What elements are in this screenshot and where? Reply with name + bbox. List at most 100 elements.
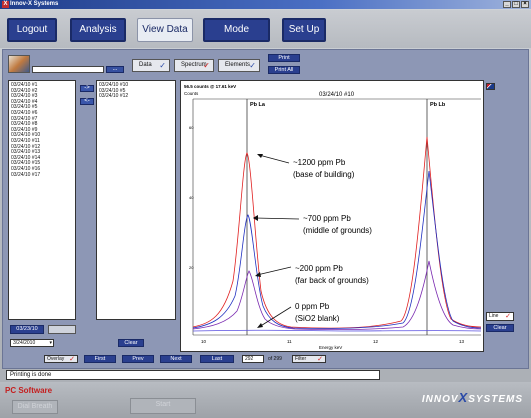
print-all-button[interactable]: Print All	[268, 66, 300, 74]
y-tick-20: 20	[189, 265, 194, 270]
arrowhead-icon	[257, 154, 263, 158]
overlay-label: Overlay	[47, 356, 65, 362]
list-item[interactable]: 03/24/10 #8	[11, 121, 38, 128]
next-button[interactable]: Next	[160, 355, 192, 363]
last-button[interactable]: Last	[200, 355, 234, 363]
date-spacer	[48, 325, 76, 334]
flag-icon[interactable]	[486, 83, 495, 90]
data-toggle-label: Data	[139, 62, 152, 68]
all-records-list[interactable]: 03/24/10 #1 03/24/10 #2 03/24/10 #3 03/24/1…	[8, 80, 76, 320]
list-item[interactable]: 03/24/10 #12	[99, 93, 129, 100]
list-item[interactable]: 03/24/10 #9	[11, 126, 38, 133]
view-data-button[interactable]: View Data	[137, 18, 193, 42]
window-title: Innov-X Systems	[10, 1, 59, 7]
arrowhead-icon	[255, 272, 261, 277]
filter-label: Filter	[295, 356, 307, 362]
brand-pre: INNOV	[421, 394, 459, 405]
x-tick-12: 12	[373, 339, 379, 344]
minimize-icon[interactable]: _	[503, 1, 511, 8]
remove-arrow-button[interactable]: <-	[80, 98, 94, 105]
list-item[interactable]: 03/24/10 #11	[11, 137, 40, 144]
list-item[interactable]: 03/24/10 #1	[11, 82, 38, 88]
annotation-line1: ~200 ppm Pb	[295, 264, 343, 273]
y-tick-40: 40	[189, 195, 194, 200]
annotation-arrow	[254, 217, 300, 220]
record-number-input[interactable]: 292	[242, 355, 264, 363]
list-item[interactable]: 03/24/10 #10	[11, 132, 41, 139]
overlay-toggle[interactable]: Overlay ✓	[44, 355, 78, 363]
spectrum-blank	[192, 329, 482, 332]
date-field[interactable]: 03/23/10	[10, 325, 44, 334]
annotation-line1: ~700 ppm Pb	[303, 214, 351, 223]
setup-button[interactable]: Set Up	[282, 18, 326, 42]
elements-toggle[interactable]: Elements ✓	[218, 59, 260, 72]
mode-button[interactable]: Mode	[203, 18, 270, 42]
brand-post: SYSTEMS	[468, 394, 523, 405]
list-item[interactable]: 03/24/10 #5	[99, 87, 126, 94]
title-bar: X Innov-X Systems _ □ ×	[0, 0, 531, 9]
line-select[interactable]: Line ✓	[486, 312, 514, 321]
prev-button[interactable]: Prev	[122, 355, 154, 363]
add-arrow-button[interactable]: ->	[80, 85, 94, 92]
list-item[interactable]: 03/24/10 #15	[11, 160, 41, 167]
check-icon: ✓	[69, 356, 75, 363]
spectrum-purple	[192, 260, 482, 330]
first-button[interactable]: First	[84, 355, 116, 363]
check-icon: ✓	[317, 356, 323, 363]
plot-title: 03/24/10 #10	[319, 92, 355, 98]
annotation-line1: ~1200 ppm Pb	[293, 158, 346, 167]
chevron-down-icon: ▾	[49, 340, 52, 346]
annotation-line2: (SiO2 blank)	[295, 314, 340, 323]
footer	[0, 382, 531, 418]
selected-records-list[interactable]: 03/24/10 #10 03/24/10 #5 03/24/10 #12	[96, 80, 176, 320]
x-tick-10: 10	[201, 339, 207, 344]
print-button[interactable]: Print	[268, 54, 300, 62]
list-item[interactable]: 03/24/10 #6	[11, 109, 38, 116]
plot-header: 56.5 counts @ 17.61 keV	[184, 84, 236, 89]
data-toggle[interactable]: Data ✓	[132, 59, 170, 72]
annotation-0: 0 ppm Pb (SiO2 blank)	[257, 302, 340, 328]
annotation-arrow	[258, 154, 290, 164]
arrowhead-icon	[257, 323, 263, 328]
arrowhead-icon	[253, 215, 258, 221]
close-icon[interactable]: ×	[521, 1, 529, 8]
annotation-line2: (far back of grounds)	[295, 276, 369, 285]
list-item[interactable]: 03/24/10 #5	[11, 104, 38, 111]
spectrum-blue	[192, 170, 482, 329]
list-item[interactable]: 03/24/10 #17	[11, 171, 41, 178]
clear-plot-button[interactable]: Clear	[486, 324, 514, 332]
list-item[interactable]: 03/24/10 #3	[11, 93, 38, 100]
check-icon: ✓	[505, 313, 511, 320]
maximize-icon[interactable]: □	[512, 1, 520, 8]
x-axis-label: Energy keV	[319, 345, 342, 350]
date-select[interactable]: 3/24/2010 ▾	[10, 339, 54, 347]
spectrum-plot[interactable]: 56.5 counts @ 17.61 keV Counts 03/24/10 …	[180, 80, 484, 352]
status-field: Printing is done	[6, 370, 380, 380]
elements-toggle-label: Elements	[225, 62, 251, 68]
annotation-arrow	[258, 306, 292, 328]
check-icon: ✓	[203, 61, 210, 70]
list-item[interactable]: 03/24/10 #7	[11, 115, 38, 122]
y-tick-60: 60	[189, 125, 194, 130]
filter-toggle[interactable]: Filter ✓	[292, 355, 326, 363]
annotation-line2: (middle of grounds)	[303, 226, 372, 235]
list-item[interactable]: 03/24/10 #16	[11, 165, 41, 172]
check-icon: ✓	[249, 61, 256, 70]
x-tick-13: 13	[459, 339, 465, 344]
analysis-button[interactable]: Analysis	[70, 18, 126, 42]
search-button[interactable]: ...	[106, 66, 124, 73]
list-item[interactable]: 03/24/10 #12	[11, 143, 41, 150]
line-select-value: Line	[489, 313, 499, 319]
search-input[interactable]	[32, 66, 104, 73]
start-button[interactable]: Start	[130, 398, 196, 414]
list-item[interactable]: 03/24/10 #10	[99, 82, 129, 88]
x-tick-11: 11	[287, 339, 292, 344]
list-item[interactable]: 03/24/10 #13	[11, 149, 41, 156]
list-item[interactable]: 03/24/10 #4	[11, 98, 38, 105]
clear-list-button[interactable]: Clear	[118, 339, 144, 347]
logout-button[interactable]: Logout	[7, 18, 57, 42]
spectrum-toggle[interactable]: Spectrum ✓	[174, 59, 214, 72]
list-item[interactable]: 03/24/10 #2	[11, 87, 38, 94]
list-item[interactable]: 03/24/10 #14	[11, 154, 41, 161]
dial-breath-button[interactable]: Dial Breath	[12, 400, 58, 414]
